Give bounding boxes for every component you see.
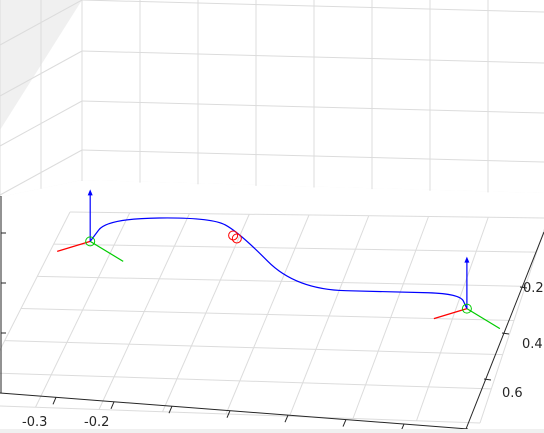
- frame-origin-marker: [461, 303, 472, 314]
- x-tick-label: -0.2: [84, 415, 109, 429]
- trajectory-line: [89, 217, 468, 309]
- y-tick-label: 0.4: [522, 337, 543, 352]
- x-axis-tick: [284, 414, 289, 423]
- back-wall-pane: [82, 0, 544, 193]
- x-axis-line: [0, 392, 469, 430]
- frame-x-axis: [57, 240, 91, 252]
- x-axis-tick: [226, 410, 231, 418]
- grid-lines: [0, 0, 544, 424]
- x-axis-tick: [342, 419, 347, 427]
- waypoint-marker: [231, 233, 242, 244]
- y-axis-tick: [501, 332, 510, 335]
- frame-origin-marker: [85, 236, 96, 247]
- frame-y-axis: [89, 240, 124, 262]
- y-axis-tick: [519, 286, 528, 289]
- frame-z-arrowhead: [464, 256, 470, 263]
- floor-gridline-y: [4, 340, 503, 356]
- y-tick-label: 0.6: [502, 386, 523, 401]
- frame-y-axis: [466, 308, 501, 330]
- y-tick-label: 0.2: [523, 281, 544, 296]
- back-wall-gridline-h: [81, 100, 544, 114]
- frame-z-arrowhead: [87, 189, 93, 196]
- frame-end: [433, 256, 501, 330]
- back-wall-gridline-h: [81, 0, 544, 13]
- back-wall-gridline-h: [81, 50, 544, 64]
- x-axis-tick: [168, 406, 173, 414]
- axis-lines: [0, 196, 544, 432]
- back-wall-gridline-h: [81, 149, 544, 163]
- floor-gridline-y: [37, 275, 526, 287]
- y-axis-line: [465, 231, 544, 430]
- trajectory-series: [89, 217, 468, 309]
- floor-gridline-y: [0, 405, 481, 424]
- coordinate-frames: [57, 189, 501, 330]
- x-axis-tick: [110, 401, 115, 409]
- x-axis-tick: [52, 397, 57, 405]
- frame-x-axis: [433, 308, 468, 320]
- x-tick-label: -0.3: [22, 415, 47, 429]
- tick-labels: -0.3 -0.2 0.2 0.4 0.6: [22, 281, 544, 430]
- floor-gridline-y: [20, 308, 515, 321]
- floor-gridline-y: [0, 372, 492, 390]
- waypoint-marker: [228, 230, 239, 241]
- y-axis-tick: [483, 378, 492, 381]
- frame-start: [57, 189, 124, 262]
- floor-gridline-y: [69, 211, 544, 219]
- floor-gridline-y: [53, 243, 537, 253]
